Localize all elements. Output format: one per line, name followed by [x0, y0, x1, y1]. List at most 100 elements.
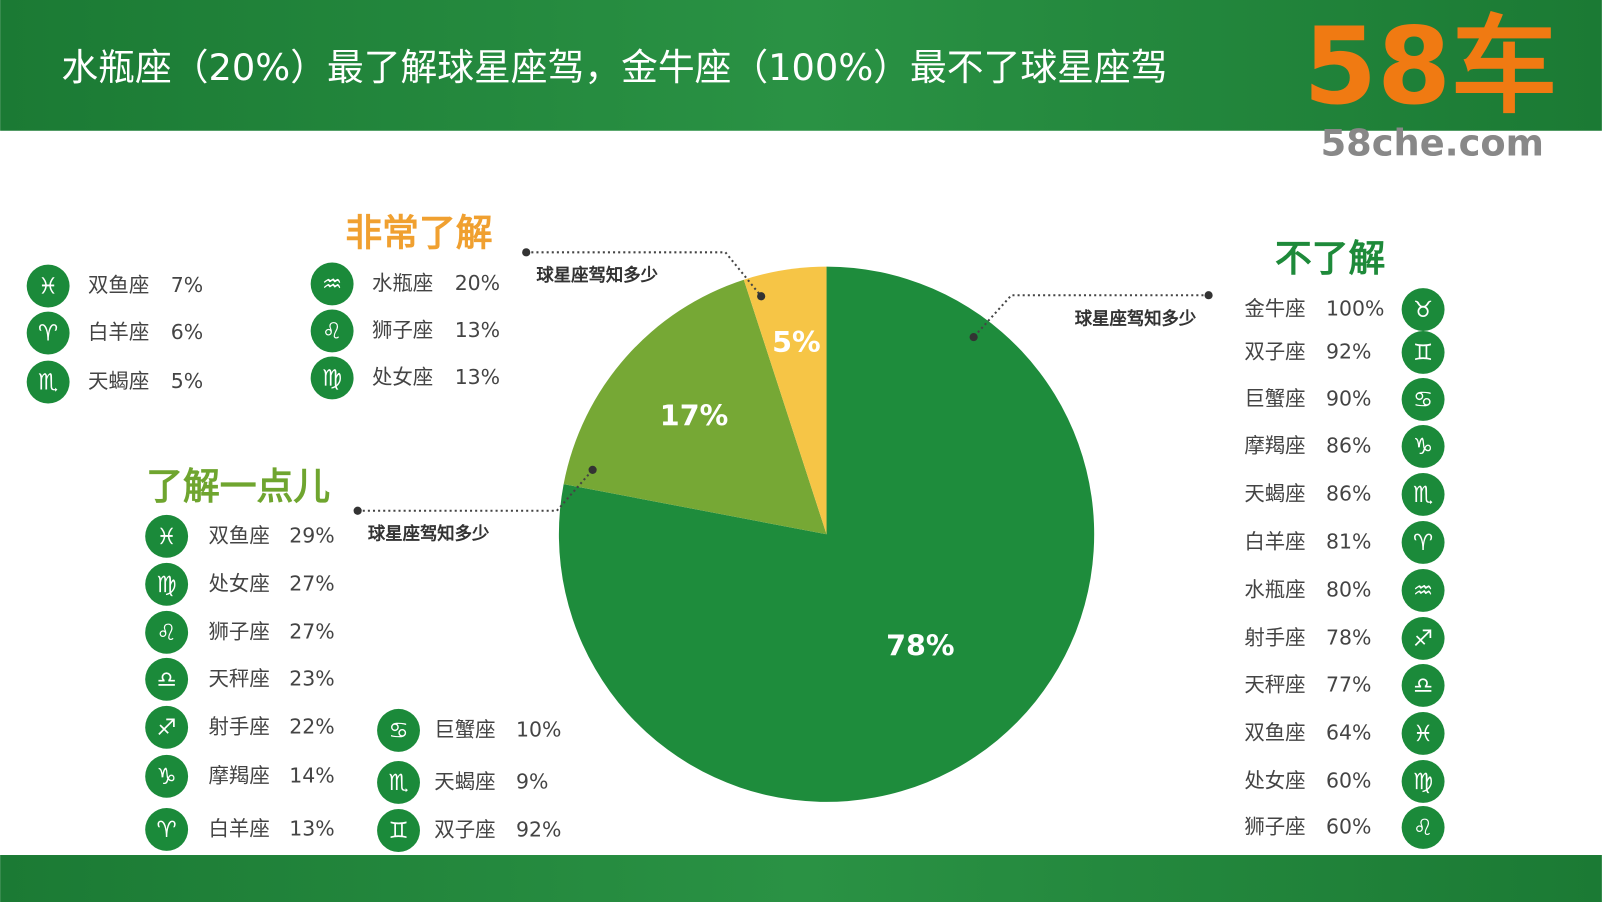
- pie-slice: [558, 266, 1095, 802]
- sign-name: 天蝎座: [434, 769, 495, 793]
- sign-name: 天秤座: [209, 666, 270, 690]
- sign-name: 狮子座: [372, 318, 433, 342]
- sign-name: 白羊座: [209, 816, 270, 840]
- leader-line: [357, 469, 594, 512]
- sign-icon: [1401, 663, 1445, 707]
- sign-glyph: ♏: [1413, 482, 1433, 508]
- slice-label: 17%: [660, 398, 728, 432]
- sign-icon: [145, 610, 189, 654]
- sign-name: 双鱼座: [209, 523, 270, 547]
- sign-percent: 60%: [1326, 814, 1371, 838]
- sign-name: 金牛座: [1244, 297, 1305, 321]
- leader-dot: [353, 506, 362, 515]
- sign-percent: 6%: [171, 320, 203, 344]
- sign-glyph: ♎: [157, 667, 177, 693]
- sign-icon: [145, 705, 189, 749]
- sign-name: 狮子座: [1244, 814, 1305, 838]
- sign-name: 白羊座: [1244, 529, 1305, 553]
- footer-band: [0, 855, 1602, 902]
- sign-glyph: ♓: [157, 524, 177, 550]
- sign-glyph: ♍: [157, 572, 177, 598]
- leader-dot: [522, 248, 531, 257]
- sign-percent: 81%: [1326, 529, 1371, 553]
- sign-icon: [377, 809, 420, 852]
- sign-percent: 60%: [1326, 768, 1371, 792]
- sign-glyph: ♊: [1413, 340, 1433, 366]
- leader-dot: [588, 465, 597, 474]
- sign-glyph: ♒: [322, 272, 342, 298]
- sign-percent: 7%: [171, 273, 203, 297]
- sign-percent: 5%: [171, 369, 203, 393]
- sign-glyph: ♈: [38, 321, 58, 347]
- sign-percent: 78%: [1326, 625, 1371, 649]
- sign-percent: 64%: [1326, 720, 1371, 744]
- sign-name: 射手座: [1244, 625, 1305, 649]
- sign-glyph: ♈: [1413, 530, 1433, 556]
- sign-percent: 23%: [289, 666, 334, 690]
- sign-icon: [1401, 288, 1445, 331]
- sign-name: 天秤座: [1244, 672, 1305, 696]
- sign-icon: [1401, 472, 1445, 516]
- sign-percent: 29%: [289, 523, 334, 547]
- sign-icon: [145, 514, 189, 558]
- sign-name: 射手座: [209, 714, 270, 738]
- sign-icon: [1401, 568, 1445, 612]
- sign-name: 白羊座: [88, 320, 149, 344]
- group-heading: 不了解: [1275, 237, 1385, 280]
- sign-glyph: ♉: [1413, 297, 1433, 323]
- sign-glyph: ♑: [1413, 434, 1433, 460]
- sign-glyph: ♑: [157, 764, 177, 790]
- pie-slice: [563, 279, 827, 535]
- slice-label: 5%: [772, 325, 821, 359]
- sign-name: 巨蟹座: [434, 717, 495, 741]
- sign-name: 水瓶座: [372, 271, 433, 295]
- sign-percent: 22%: [289, 714, 334, 738]
- sign-percent: 14%: [289, 763, 334, 787]
- sign-percent: 13%: [455, 365, 500, 389]
- sign-name: 巨蟹座: [1244, 386, 1305, 410]
- sign-percent: 90%: [1326, 386, 1371, 410]
- sign-name: 处女座: [1244, 768, 1305, 792]
- sign-icon: [145, 808, 189, 851]
- callout-label: 球星座驾知多少: [368, 523, 490, 544]
- sign-percent: 77%: [1326, 672, 1371, 696]
- sign-percent: 27%: [289, 619, 334, 643]
- sign-name: 双子座: [1244, 339, 1305, 363]
- sign-icon: [1401, 760, 1445, 803]
- sign-icon: [1401, 377, 1445, 421]
- sign-icon: [145, 657, 189, 701]
- sign-percent: 86%: [1326, 433, 1371, 457]
- sign-percent: 9%: [516, 769, 548, 793]
- sign-glyph: ♍: [1413, 769, 1433, 795]
- sign-glyph: ♈: [157, 817, 177, 843]
- callout-label: 球星座驾知多少: [1075, 309, 1197, 330]
- header-band: [0, 0, 1602, 131]
- sign-percent: 20%: [455, 271, 500, 295]
- sign-name: 天蝎座: [88, 369, 149, 393]
- callout-label: 球星座驾知多少: [536, 265, 658, 286]
- sign-icon: [377, 761, 420, 804]
- sign-name: 处女座: [372, 365, 433, 389]
- sign-glyph: ♓: [38, 274, 58, 300]
- sign-glyph: ♎: [1413, 673, 1433, 699]
- sign-glyph: ♏: [388, 770, 408, 796]
- sign-percent: 27%: [289, 571, 334, 595]
- sign-icon: [145, 754, 189, 798]
- sign-icon: [310, 262, 354, 306]
- sign-icon: [26, 264, 70, 308]
- sign-percent: 92%: [1326, 339, 1371, 363]
- sign-glyph: ♐: [157, 715, 177, 741]
- sign-name: 水瓶座: [1244, 577, 1305, 601]
- sign-glyph: ♍: [322, 365, 342, 391]
- sign-glyph: ♏: [38, 370, 58, 396]
- sign-icon: [1401, 711, 1445, 755]
- sign-percent: 92%: [516, 817, 561, 841]
- logo-sub: 58che.com: [1321, 122, 1544, 165]
- sign-icon: [1401, 805, 1445, 849]
- sign-percent: 100%: [1326, 297, 1384, 321]
- sign-icon: [377, 708, 420, 752]
- sign-glyph: ♓: [1413, 721, 1433, 747]
- sign-glyph: ♋: [1413, 387, 1433, 413]
- sign-name: 双鱼座: [1244, 720, 1305, 744]
